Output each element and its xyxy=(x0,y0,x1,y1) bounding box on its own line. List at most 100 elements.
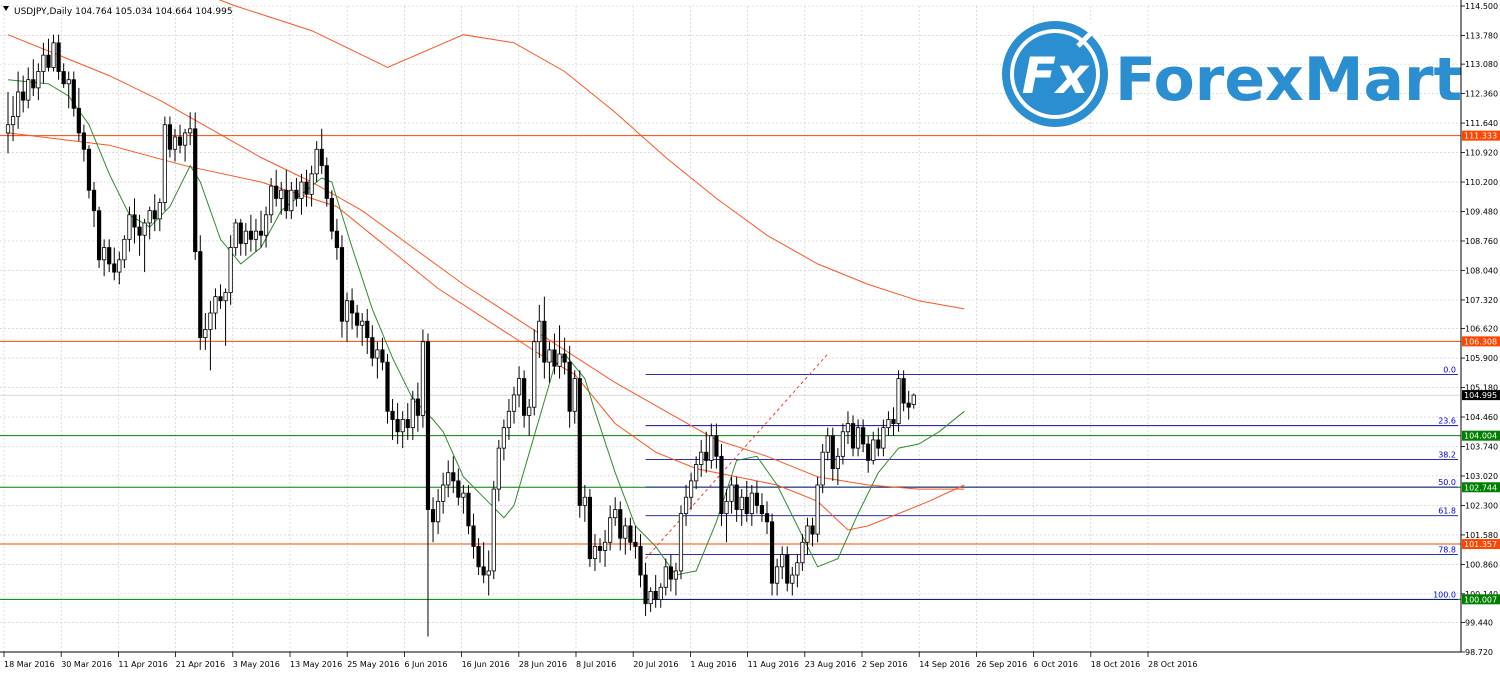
candle-body-bull xyxy=(147,210,152,224)
candle xyxy=(790,566,795,596)
candle xyxy=(284,169,289,219)
logo-circle-inner xyxy=(1014,33,1096,115)
candle xyxy=(683,484,689,526)
candle xyxy=(188,112,193,146)
candle-body-bull xyxy=(557,353,562,367)
candle-body-bear xyxy=(385,361,390,412)
x-tick-label: 20 Jul 2016 xyxy=(633,660,678,669)
candle-body-bull xyxy=(739,496,744,510)
candle xyxy=(233,218,238,256)
candle xyxy=(213,288,218,330)
candle-body-bull xyxy=(228,247,233,293)
candle xyxy=(208,300,213,371)
x-tick-label: 11 Apr 2016 xyxy=(118,660,167,669)
candle-body-bull xyxy=(26,79,31,101)
candle-body-bull xyxy=(724,500,729,515)
candle-body-bull xyxy=(511,394,517,412)
candle-body-bear xyxy=(542,320,547,363)
x-tick-label: 3 May 2016 xyxy=(233,660,280,669)
candle xyxy=(729,476,734,514)
candle xyxy=(76,87,81,142)
candle-body-bull xyxy=(279,189,284,199)
candle-body-bull xyxy=(825,435,830,453)
candle-body-bull xyxy=(623,525,628,539)
candle xyxy=(516,366,522,408)
candle xyxy=(274,169,279,207)
y-tick-label: 111.640 xyxy=(1465,119,1498,128)
candle-body-bear xyxy=(643,574,648,605)
candle xyxy=(102,239,107,277)
candle-body-bull xyxy=(896,378,901,424)
candle xyxy=(876,427,881,457)
candle-body-bull xyxy=(663,566,668,588)
x-tick-label: 30 Mar 2016 xyxy=(61,660,112,669)
candle xyxy=(845,411,851,445)
candle-body-bull xyxy=(532,341,537,408)
candle xyxy=(648,587,653,612)
candle-body-bull xyxy=(805,525,810,543)
candle xyxy=(562,337,567,375)
chart-title: USDJPY,Daily 104.764 105.034 104.664 104… xyxy=(14,7,233,17)
forexmart-logo: Fx ForexMart xyxy=(1002,21,1462,127)
candle-body-bear xyxy=(21,91,26,101)
candle-body-bull xyxy=(845,423,851,433)
candle-body-bull xyxy=(309,173,314,195)
y-tick-label: 110.920 xyxy=(1465,149,1498,158)
candle-body-bull xyxy=(263,214,269,236)
candle xyxy=(157,198,162,232)
candle xyxy=(602,530,608,567)
y-tick-label: 103.020 xyxy=(1465,472,1498,481)
candle-body-bull xyxy=(699,451,704,465)
x-tick-label: 6 Oct 2016 xyxy=(1034,660,1078,669)
candle-body-bear xyxy=(587,496,593,560)
candle xyxy=(855,419,861,457)
candle xyxy=(785,546,790,592)
candle xyxy=(891,407,896,436)
candle xyxy=(380,337,385,371)
candle xyxy=(699,439,704,477)
candle-body-bear xyxy=(451,472,456,482)
candle xyxy=(263,206,269,248)
candle xyxy=(724,489,729,543)
candle-body-bear xyxy=(714,435,719,457)
candle xyxy=(122,235,127,269)
candle-body-bear xyxy=(754,492,759,506)
x-tick-label: 13 May 2016 xyxy=(290,660,342,669)
chart-menu-icon[interactable] xyxy=(3,6,9,11)
candle xyxy=(162,116,167,211)
candle xyxy=(527,399,532,436)
ma-very-long-line xyxy=(218,0,965,310)
level-price-tag xyxy=(1462,539,1500,550)
candle-body-bull xyxy=(678,513,684,572)
x-tick-label: 16 Jun 2016 xyxy=(462,660,510,669)
candle-body-bear xyxy=(349,300,355,314)
candle xyxy=(365,308,370,354)
candle xyxy=(61,63,66,88)
candle-body-bull xyxy=(486,570,491,576)
x-tick-label: 6 Jun 2016 xyxy=(404,660,447,669)
candle xyxy=(759,493,765,522)
candle xyxy=(107,239,112,273)
level-price-tag xyxy=(1462,336,1500,347)
candle-body-bull xyxy=(780,554,785,568)
candle xyxy=(177,124,183,154)
logo-fx-text: Fx xyxy=(1022,47,1090,105)
candle-body-bull xyxy=(51,42,56,68)
candle-body-bear xyxy=(744,496,749,515)
candle-body-bear xyxy=(628,525,633,543)
candle-body-bull xyxy=(66,79,71,85)
candle-body-bull xyxy=(360,320,365,326)
candle xyxy=(137,214,142,256)
x-tick-label: 2 Sep 2016 xyxy=(862,660,908,669)
candle xyxy=(117,251,122,285)
y-tick-label: 104.460 xyxy=(1465,413,1498,422)
candle-body-bear xyxy=(91,189,97,212)
candle xyxy=(31,59,36,97)
candle xyxy=(425,333,431,637)
candle-body-bear xyxy=(476,545,481,568)
candle xyxy=(557,325,562,379)
candle xyxy=(309,165,314,207)
candle xyxy=(112,247,117,281)
